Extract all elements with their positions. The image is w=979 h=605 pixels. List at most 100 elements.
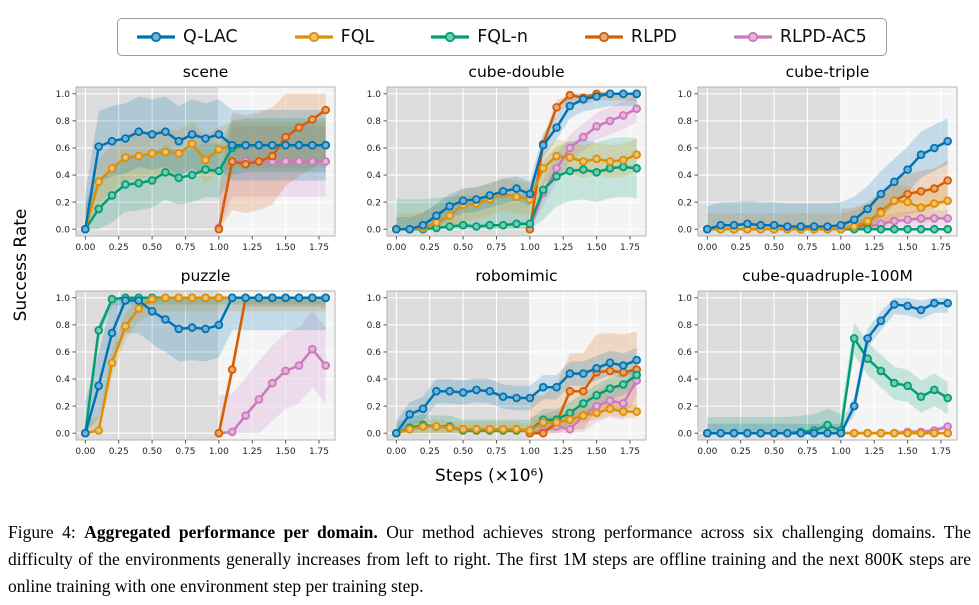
- y-tick-label: 1.0: [56, 294, 71, 304]
- series-marker-RLPD-AC5: [592, 121, 601, 131]
- y-axis-label: Success Rate: [11, 208, 31, 322]
- series-marker-RLPD-AC5: [592, 401, 601, 411]
- series-marker-FQL: [201, 155, 210, 165]
- x-tick-label: 0.00: [75, 447, 95, 457]
- series-marker-FQL-n: [890, 378, 899, 388]
- series-marker-FQL: [916, 203, 926, 212]
- series-marker-Q-LAC: [618, 89, 628, 99]
- series-marker-RLPD-AC5: [943, 422, 953, 431]
- series-marker-FQL: [552, 418, 561, 427]
- x-tick-label: 1.75: [931, 447, 951, 457]
- series-marker-Q-LAC: [187, 130, 197, 139]
- series-marker-Q-LAC: [307, 293, 317, 303]
- series-marker-Q-LAC: [107, 136, 117, 146]
- series-marker-Q-LAC: [512, 393, 521, 403]
- x-tick-label: 1.00: [209, 447, 229, 457]
- series-marker-Q-LAC: [823, 222, 832, 231]
- series-marker-RLPD: [538, 428, 548, 438]
- series-marker-Q-LAC: [458, 388, 468, 397]
- series-marker-RLPD: [552, 102, 561, 112]
- series-marker-Q-LAC: [863, 334, 872, 343]
- x-tick-label: 0.00: [386, 243, 406, 253]
- series-marker-FQL-n: [876, 224, 886, 234]
- y-tick-label: 0.0: [678, 429, 693, 439]
- y-tick-label: 0.2: [56, 198, 70, 208]
- confidence-band-FQL: [396, 402, 637, 434]
- series-marker-FQL: [485, 424, 495, 434]
- x-tick-label: 0.25: [109, 447, 129, 457]
- series-marker-Q-LAC: [565, 369, 575, 378]
- series-marker-Q-LAC: [405, 410, 414, 419]
- series-marker-FQL: [605, 157, 615, 166]
- series-marker-RLPD-AC5: [605, 116, 615, 126]
- x-tick-label: 0.50: [453, 447, 473, 457]
- series-marker-Q-LAC: [618, 361, 628, 370]
- series-marker-FQL: [174, 293, 184, 303]
- series-marker-Q-LAC: [579, 94, 588, 104]
- series-marker-RLPD-AC5: [618, 111, 628, 120]
- series-marker-FQL: [903, 428, 912, 438]
- series-marker-FQL: [916, 428, 926, 438]
- x-tick-label: 0.75: [797, 243, 817, 253]
- x-tick-label: 0.75: [175, 447, 195, 457]
- y-tick-label: 0.4: [56, 375, 71, 385]
- y-tick-label: 0.0: [367, 225, 382, 235]
- series-marker-Q-LAC: [943, 298, 953, 308]
- series-marker-Q-LAC: [863, 204, 872, 214]
- x-tick-label: 1.50: [276, 447, 296, 457]
- series-marker-FQL-n: [147, 176, 157, 185]
- y-tick-label: 0.6: [56, 348, 71, 358]
- series-marker-FQL: [849, 428, 859, 438]
- series-marker-Q-LAC: [592, 92, 601, 101]
- series-marker-Q-LAC: [432, 211, 441, 221]
- axes-spine: [386, 290, 647, 441]
- series-marker-RLPD: [916, 187, 926, 196]
- series-marker-Q-LAC: [254, 140, 264, 150]
- series-marker-RLPD-AC5: [241, 411, 250, 420]
- series-marker-RLPD-AC5: [281, 366, 290, 376]
- series-marker-FQL: [876, 208, 886, 218]
- series-marker-FQL-n: [538, 185, 548, 195]
- y-tick-label: 0.6: [367, 348, 382, 358]
- x-tick-label: 1.25: [864, 447, 884, 457]
- series-marker-Q-LAC: [294, 293, 304, 303]
- series-marker-FQL: [214, 145, 224, 154]
- series-marker-Q-LAC: [485, 386, 495, 396]
- legend-label: RLPD-AC5: [779, 27, 867, 47]
- chart-title: cube-quadruple-100M: [742, 267, 913, 285]
- caption-bold-title: Aggregated performance per domain.: [84, 522, 378, 542]
- x-tick-label: 1.00: [520, 243, 540, 253]
- series-marker-Q-LAC: [769, 428, 779, 438]
- series-marker-Q-LAC: [498, 392, 508, 401]
- axes-spine: [697, 86, 958, 237]
- x-tick-label: 1.00: [209, 243, 229, 253]
- series-marker-Q-LAC: [418, 220, 428, 230]
- series-marker-Q-LAC: [321, 293, 331, 303]
- series-marker-FQL: [187, 139, 197, 149]
- caption-figure-number: Figure 4:: [8, 522, 85, 542]
- series-marker-Q-LAC: [836, 220, 846, 230]
- series-marker-FQL: [498, 424, 508, 434]
- series-marker-Q-LAC: [729, 220, 739, 230]
- chart-cell-cube-triple: cube-triple 0.00 0.25 0.50 0.75 1.00 1.25 1.50…: [658, 62, 963, 258]
- series-marker-FQL-n: [632, 370, 642, 380]
- series-marker-RLPD-AC5: [294, 157, 304, 166]
- x-tick-label: 0.00: [386, 447, 406, 457]
- plot-cube-triple: 0.00 0.25 0.50 0.75 1.00 1.25 1.50 1.75 0.0 0.2 0.…: [678, 86, 958, 253]
- y-tick-label: 0.2: [367, 198, 381, 208]
- legend-line-marker-icon: [294, 31, 333, 43]
- series-marker-Q-LAC: [716, 220, 725, 230]
- series-marker-FQL: [512, 192, 521, 201]
- confidence-band-RLPD-AC5: [218, 311, 326, 434]
- series-marker-RLPD-AC5: [281, 157, 290, 166]
- series-marker-RLPD: [321, 105, 331, 115]
- legend-line-marker-icon: [733, 31, 772, 43]
- chart-cell-cube-double: cube-double 0.00 0.25 0.50 0.75 1.00 1.25 1.50…: [347, 62, 652, 258]
- series-marker-FQL: [147, 294, 157, 304]
- series-marker-Q-LAC: [783, 222, 792, 231]
- offline-region: [387, 87, 530, 236]
- series-marker-FQL: [618, 407, 628, 416]
- confidence-band-FQL-n: [396, 364, 637, 434]
- legend-line-marker-icon: [431, 31, 470, 43]
- series-marker-Q-LAC: [716, 428, 725, 438]
